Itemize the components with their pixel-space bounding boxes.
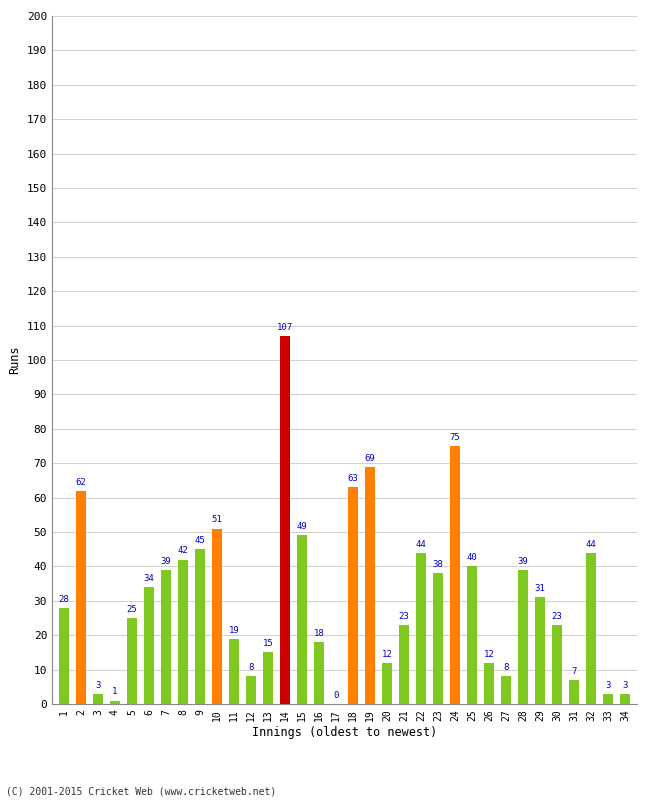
Bar xyxy=(263,653,272,704)
Bar xyxy=(144,587,153,704)
Bar xyxy=(450,446,460,704)
Text: 19: 19 xyxy=(229,626,239,634)
Bar xyxy=(76,490,86,704)
Bar xyxy=(620,694,630,704)
Text: 12: 12 xyxy=(382,650,393,658)
Bar xyxy=(127,618,136,704)
Bar xyxy=(365,466,374,704)
Text: 3: 3 xyxy=(605,681,611,690)
Text: 8: 8 xyxy=(503,663,509,672)
Bar xyxy=(603,694,613,704)
Text: 63: 63 xyxy=(348,474,358,483)
Text: 75: 75 xyxy=(450,433,460,442)
Text: 15: 15 xyxy=(263,639,274,648)
Text: 23: 23 xyxy=(398,612,410,621)
Text: 28: 28 xyxy=(58,594,70,603)
Text: 23: 23 xyxy=(552,612,562,621)
Bar xyxy=(501,677,511,704)
Text: 107: 107 xyxy=(277,322,293,332)
Bar xyxy=(569,680,578,704)
Text: 34: 34 xyxy=(144,574,154,583)
Text: 31: 31 xyxy=(535,584,545,594)
Bar xyxy=(315,642,324,704)
Text: 7: 7 xyxy=(571,666,577,676)
Bar xyxy=(434,574,443,704)
Text: 44: 44 xyxy=(415,539,426,549)
Bar xyxy=(280,336,290,704)
Text: 51: 51 xyxy=(212,515,222,525)
Text: 69: 69 xyxy=(365,454,376,462)
Bar xyxy=(536,598,545,704)
Text: 3: 3 xyxy=(96,681,101,690)
Text: 18: 18 xyxy=(313,629,324,638)
Text: 42: 42 xyxy=(177,546,188,555)
Bar xyxy=(348,487,358,704)
Bar xyxy=(93,694,103,704)
Y-axis label: Runs: Runs xyxy=(8,346,21,374)
Bar xyxy=(111,701,120,704)
Text: 8: 8 xyxy=(248,663,254,672)
Text: 0: 0 xyxy=(333,691,339,700)
Text: 12: 12 xyxy=(484,650,495,658)
Text: 25: 25 xyxy=(127,605,137,614)
Text: 3: 3 xyxy=(623,681,628,690)
Text: 49: 49 xyxy=(296,522,307,531)
Bar xyxy=(399,625,409,704)
Bar xyxy=(417,553,426,704)
Text: 62: 62 xyxy=(75,478,86,486)
Bar xyxy=(519,570,528,704)
Bar xyxy=(297,535,307,704)
Bar xyxy=(484,662,494,704)
Bar xyxy=(467,566,476,704)
X-axis label: Innings (oldest to newest): Innings (oldest to newest) xyxy=(252,726,437,739)
Text: 39: 39 xyxy=(517,557,528,566)
Bar xyxy=(382,662,392,704)
Bar xyxy=(552,625,562,704)
Bar xyxy=(246,677,255,704)
Text: 40: 40 xyxy=(467,554,477,562)
Bar xyxy=(195,549,205,704)
Bar xyxy=(161,570,170,704)
Bar xyxy=(59,608,69,704)
Text: 38: 38 xyxy=(433,560,443,569)
Text: (C) 2001-2015 Cricket Web (www.cricketweb.net): (C) 2001-2015 Cricket Web (www.cricketwe… xyxy=(6,786,277,796)
Bar xyxy=(213,529,222,704)
Bar xyxy=(178,559,188,704)
Text: 45: 45 xyxy=(194,536,205,545)
Bar xyxy=(586,553,596,704)
Text: 44: 44 xyxy=(586,539,597,549)
Text: 39: 39 xyxy=(161,557,172,566)
Text: 1: 1 xyxy=(112,687,118,697)
Bar xyxy=(229,638,239,704)
